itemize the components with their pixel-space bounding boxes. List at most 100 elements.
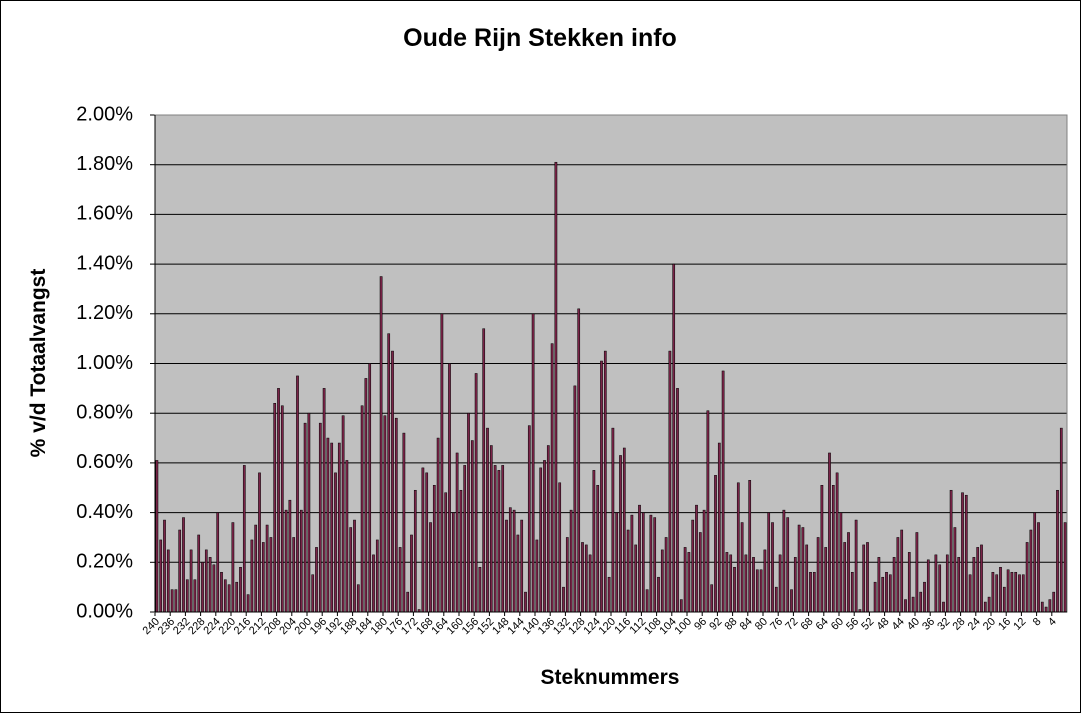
bar [1025,542,1029,613]
bar [676,388,679,613]
bar [622,447,626,613]
bar [353,519,356,613]
bar [945,554,949,613]
bar [942,601,945,613]
bar [793,557,797,613]
bar [387,333,391,613]
bar [1010,571,1014,613]
bar [489,445,493,613]
bar [961,492,964,613]
y-tick-label: 0.20% [76,551,133,573]
bar [1059,427,1063,613]
bar [1037,522,1040,613]
bar [398,547,402,613]
bar [752,557,755,613]
bar [322,388,326,613]
bar [470,440,474,613]
bar [721,370,725,613]
bar [543,460,546,613]
bar [478,567,482,613]
bar [812,571,816,613]
bar [254,524,258,613]
bar [486,427,489,613]
bar [516,534,520,613]
bar [607,576,611,613]
bar [892,557,896,613]
bar [668,350,672,613]
bar [638,504,641,613]
bar [755,569,759,613]
bar [611,427,615,613]
bar [432,485,436,613]
bar [691,519,695,613]
bar [356,584,360,613]
bar [976,547,980,613]
bar [505,519,508,613]
bar [596,485,600,613]
bar [797,524,801,613]
bar [364,378,368,613]
bar [1052,591,1056,613]
bar [714,475,717,613]
bar [170,589,174,613]
bar [223,579,227,613]
bar [182,517,185,613]
bar [524,591,527,613]
bar [250,539,254,613]
bar [299,509,303,613]
bar [341,415,345,613]
bar [820,485,824,613]
bar [725,552,729,613]
bar [520,519,524,613]
bar [554,161,558,613]
bar [455,452,459,613]
bar [657,576,660,613]
bar [311,574,315,613]
x-axis-label: Steknummers [541,666,680,689]
bar [508,507,512,613]
bar [1014,571,1018,613]
bar [915,532,919,613]
bar [296,375,299,613]
bar [843,542,847,613]
bar [239,567,242,613]
bar [463,465,467,613]
bar [273,403,277,613]
y-tick-label: 0.40% [76,501,133,523]
bar [907,552,911,613]
bar [683,547,687,613]
bar [451,512,455,613]
bar [778,554,782,613]
bar [482,328,486,613]
bar [888,574,892,613]
bar [733,567,736,613]
bar [706,410,710,613]
bar [535,539,539,613]
bar [444,492,448,613]
bar [885,571,888,613]
bar [204,549,208,613]
bar [334,472,337,613]
bar [394,417,398,613]
bar [174,589,178,613]
bar [197,534,201,613]
bar [208,557,212,613]
bar [809,571,812,613]
bar [744,554,748,613]
bar [531,313,535,613]
bar [337,442,341,613]
bar [850,571,854,613]
bar [573,385,577,613]
bar [938,564,942,613]
bar [581,542,584,613]
y-tick-label: 1.80% [76,153,133,175]
bar [1044,606,1048,613]
bar [866,542,869,613]
bar [1029,529,1033,613]
bar [474,373,478,613]
y-tick-label: 0.80% [76,401,133,423]
bar [178,529,182,613]
bar [664,537,668,613]
bar [839,512,843,613]
bar [330,442,334,613]
